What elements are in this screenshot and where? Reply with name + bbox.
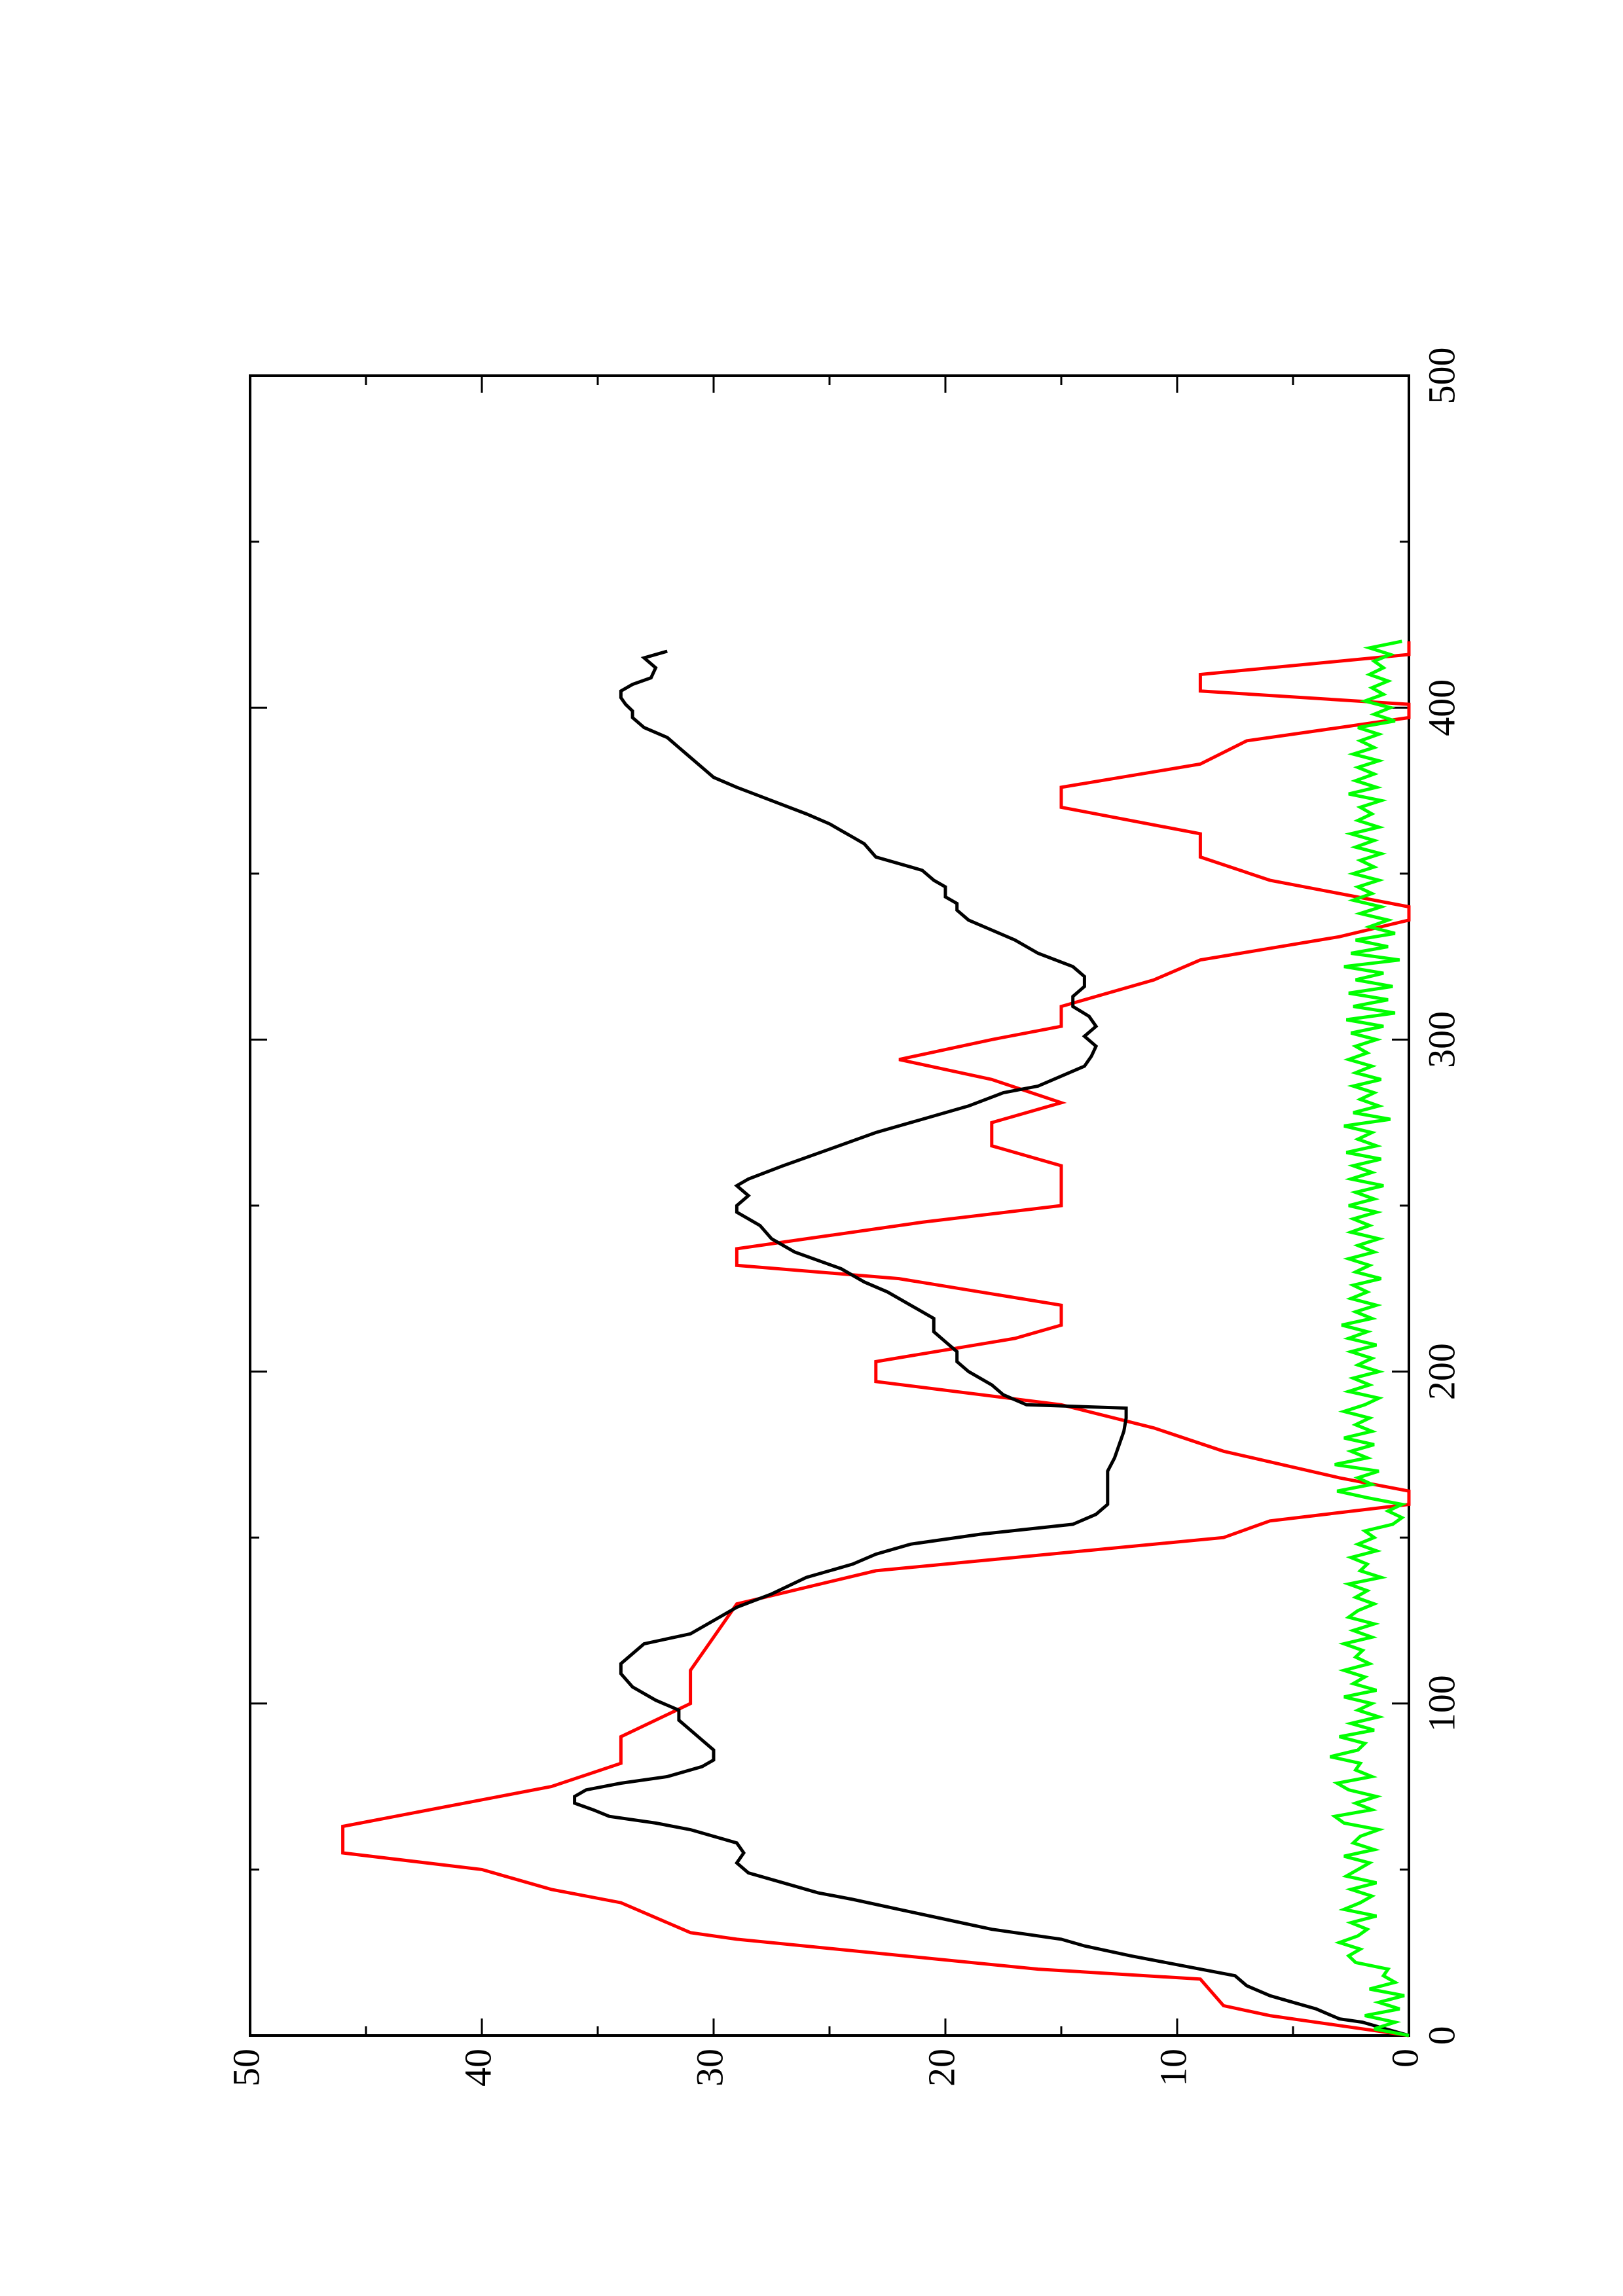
x-tick-label: 100 (1420, 1675, 1463, 1732)
x-tick-label: 500 (1420, 348, 1463, 404)
plot-frame (249, 374, 1410, 2037)
x-tick-label: 0 (1420, 2026, 1463, 2045)
y-tick-label: 10 (1152, 2049, 1194, 2087)
y-tick-label: 0 (1383, 2049, 1426, 2068)
y-tick-label: 30 (688, 2049, 731, 2087)
green-line-series (1330, 639, 1410, 2037)
red-step-series (341, 641, 1411, 2037)
y-tick-label: 20 (920, 2049, 962, 2087)
y-tick-label: 40 (456, 2049, 499, 2087)
black-line-series (573, 649, 1410, 2037)
x-tick-label: 200 (1420, 1343, 1463, 1400)
x-tick-label: 300 (1420, 1011, 1463, 1068)
x-tick-label: 400 (1420, 679, 1463, 736)
y-tick-label: 50 (225, 2049, 267, 2087)
